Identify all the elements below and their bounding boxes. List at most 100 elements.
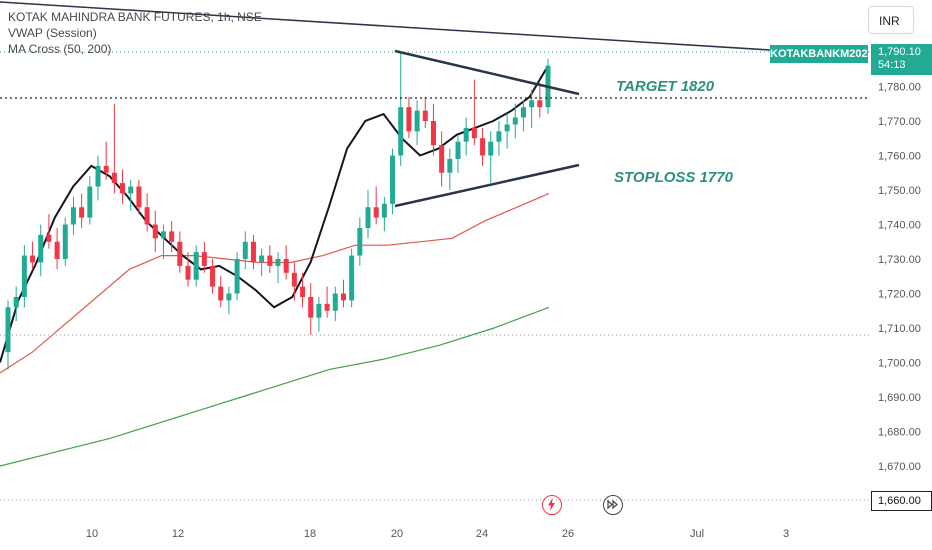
ma200-line bbox=[0, 306, 550, 467]
candle-body bbox=[210, 265, 216, 287]
candle-body bbox=[250, 241, 256, 263]
candle-body bbox=[283, 259, 289, 273]
candle-body bbox=[308, 296, 314, 318]
stoploss-annotation[interactable]: STOPLOSS 1770 bbox=[614, 169, 733, 186]
currency-button[interactable]: INR bbox=[868, 6, 914, 34]
x-tick-label: 3 bbox=[783, 528, 789, 540]
y-tick-label: 1,750.00 bbox=[878, 185, 921, 197]
candle-body bbox=[21, 255, 27, 297]
support-trend-line bbox=[394, 163, 580, 208]
candle-body bbox=[463, 127, 469, 142]
candle-body bbox=[390, 155, 396, 204]
candle-body bbox=[193, 252, 199, 280]
candle-body bbox=[373, 207, 379, 218]
candle-body bbox=[46, 234, 52, 242]
candle-body bbox=[242, 241, 248, 259]
candle-body bbox=[226, 293, 232, 301]
candle-body bbox=[259, 255, 265, 263]
candle-body bbox=[439, 145, 445, 173]
candle-body bbox=[275, 259, 281, 266]
candle-body bbox=[79, 207, 85, 218]
candle-body bbox=[152, 224, 158, 239]
y-tick-label: 1,710.00 bbox=[878, 323, 921, 335]
x-tick-label: 12 bbox=[172, 528, 184, 540]
candle-body bbox=[316, 303, 322, 318]
candle-body bbox=[234, 259, 240, 294]
candle-body bbox=[267, 255, 273, 266]
candle-body bbox=[144, 207, 150, 225]
target-annotation[interactable]: TARGET 1820 bbox=[616, 78, 715, 95]
candle-body bbox=[5, 307, 11, 353]
ma50-line bbox=[0, 192, 550, 374]
candle-body bbox=[414, 110, 420, 132]
candle-body bbox=[496, 131, 502, 142]
y-tick-label: 1,770.00 bbox=[878, 116, 921, 128]
candle-body bbox=[300, 286, 306, 297]
chart-legend: KOTAK MAHINDRA BANK FUTURES, 1h, NSE VWA… bbox=[8, 9, 262, 57]
candle-body bbox=[520, 107, 526, 118]
candle-body bbox=[406, 107, 412, 132]
ma-cross-indicator-label[interactable]: MA Cross (50, 200) bbox=[8, 42, 112, 56]
y-tick-label: 1,670.00 bbox=[878, 461, 921, 473]
x-tick-label: 24 bbox=[476, 528, 488, 540]
vwap-line bbox=[0, 65, 549, 363]
candle-body bbox=[471, 127, 477, 139]
candle-body bbox=[120, 183, 126, 194]
candle-body bbox=[38, 234, 44, 263]
lightning-icon[interactable] bbox=[542, 495, 562, 515]
x-tick-label: 20 bbox=[391, 528, 403, 540]
candle-body bbox=[529, 100, 535, 108]
symbol-price-label: KOTAKBANKM2024 bbox=[770, 45, 874, 63]
bar-countdown: 54:13 bbox=[878, 59, 906, 71]
resistance-trend-line bbox=[394, 49, 580, 96]
candle-body bbox=[357, 227, 363, 256]
candle-body bbox=[422, 110, 428, 121]
candle-body bbox=[70, 207, 76, 225]
vwap-indicator-label[interactable]: VWAP (Session) bbox=[8, 26, 97, 40]
long-term-trend-line bbox=[0, 1, 771, 51]
candle-body bbox=[95, 165, 101, 187]
horizontal-line-price-label: 1,660.00 bbox=[871, 491, 932, 511]
candle-body bbox=[136, 186, 142, 208]
y-tick-label: 1,780.00 bbox=[878, 82, 921, 94]
candle-body bbox=[201, 252, 207, 266]
x-tick-label: Jul bbox=[690, 528, 704, 540]
candle-body bbox=[349, 255, 355, 301]
candle-body bbox=[447, 158, 453, 173]
x-tick-label: 26 bbox=[562, 528, 574, 540]
y-tick-label: 1,720.00 bbox=[878, 289, 921, 301]
candle-body bbox=[398, 107, 404, 156]
candle-body bbox=[455, 141, 461, 159]
candle-body bbox=[177, 241, 183, 266]
candle-body bbox=[365, 207, 371, 228]
candle-body bbox=[128, 186, 134, 194]
candle-body bbox=[218, 286, 224, 301]
y-tick-label: 1,700.00 bbox=[878, 358, 921, 370]
candle-body bbox=[111, 172, 117, 184]
symbol-title[interactable]: KOTAK MAHINDRA BANK FUTURES, 1h, NSE bbox=[8, 10, 262, 24]
y-tick-label: 1,680.00 bbox=[878, 427, 921, 439]
candle-body bbox=[54, 241, 60, 259]
candle-body bbox=[103, 165, 109, 173]
candle-body bbox=[504, 124, 510, 132]
x-tick-label: 10 bbox=[86, 528, 98, 540]
candle-body bbox=[185, 265, 191, 280]
current-price: 1,790.10 bbox=[878, 46, 921, 58]
y-tick-label: 1,740.00 bbox=[878, 220, 921, 232]
candle-body bbox=[30, 255, 36, 263]
candle-body bbox=[169, 231, 175, 242]
y-tick-label: 1,690.00 bbox=[878, 392, 921, 404]
candle-body bbox=[512, 117, 518, 125]
candle-body bbox=[537, 100, 543, 108]
fast-forward-icon[interactable] bbox=[603, 495, 623, 515]
candle-body bbox=[430, 121, 436, 146]
candle-body bbox=[340, 293, 346, 301]
candle-body bbox=[291, 272, 297, 287]
current-price-label: 1,790.10 54:13 bbox=[871, 44, 932, 75]
y-tick-label: 1,730.00 bbox=[878, 254, 921, 266]
candle-body bbox=[62, 224, 68, 259]
candle-body bbox=[160, 231, 166, 239]
candle-body bbox=[324, 303, 330, 311]
candle-body bbox=[13, 296, 19, 308]
